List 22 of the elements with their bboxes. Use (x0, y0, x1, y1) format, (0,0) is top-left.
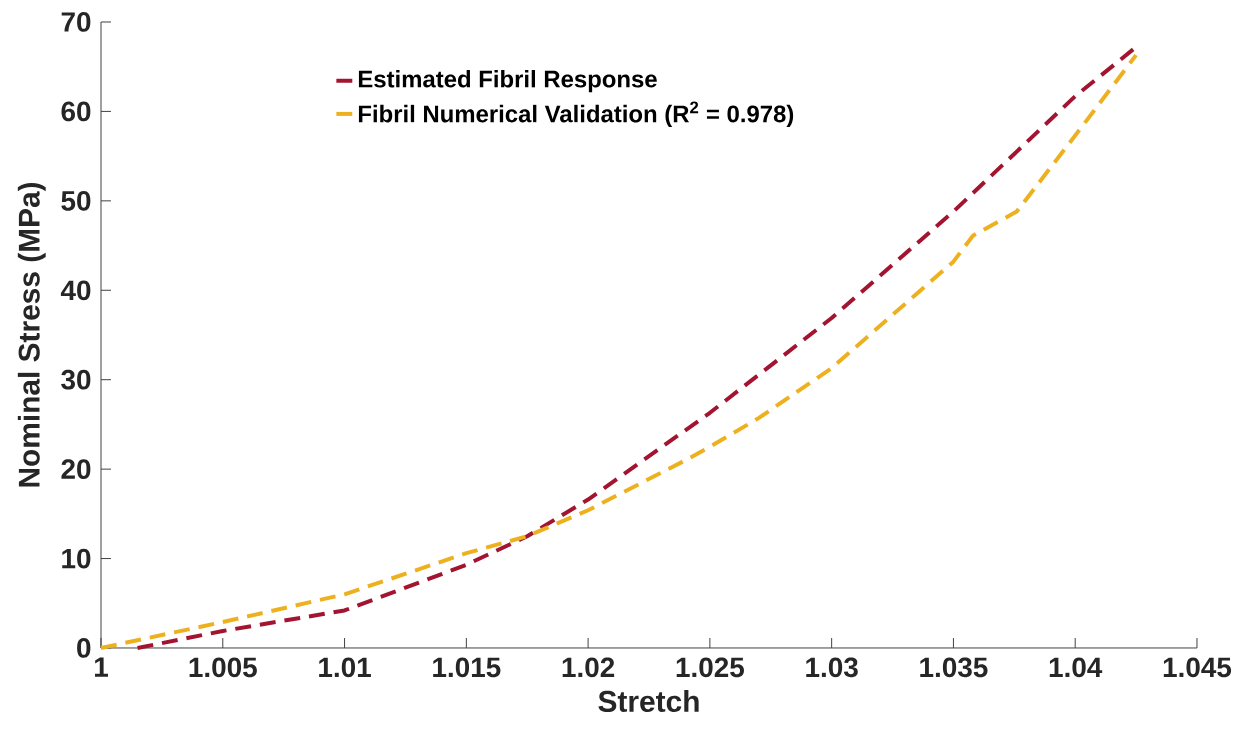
x-tick-label: 1.02 (562, 657, 615, 678)
y-axis-title: Nominal Stress (MPa) (17, 182, 46, 487)
y-tick-label: 70 (61, 12, 91, 32)
x-tick-label: 1.005 (189, 657, 257, 678)
y-tick-label: 60 (61, 101, 91, 122)
y-tick-label: 20 (61, 459, 91, 479)
y-tick-label: 30 (61, 369, 91, 390)
x-tick-label: 1.03 (806, 657, 858, 678)
x-tick-label: 1.045 (1163, 657, 1232, 678)
x-tick-label: 1.01 (319, 657, 371, 678)
y-tick-label: 0 (77, 638, 91, 658)
y-tick-label: 50 (61, 190, 91, 211)
x-tick-label: 1.035 (920, 657, 988, 678)
legend-label: Estimated Fibril Response (358, 70, 657, 93)
x-tick-label: 1.04 (1049, 657, 1103, 678)
x-axis-title: Stretch (598, 690, 699, 713)
x-tick-label: 1.025 (676, 657, 744, 678)
y-tick-label: 10 (62, 548, 91, 569)
legend-label: Fibril Numerical Validation (R$^{2}$ = 0.978) (358, 101, 794, 128)
y-tick-label: 40 (60, 280, 91, 301)
x-tick-label: 1 (95, 657, 108, 677)
x-tick-label: 1.015 (433, 657, 501, 678)
